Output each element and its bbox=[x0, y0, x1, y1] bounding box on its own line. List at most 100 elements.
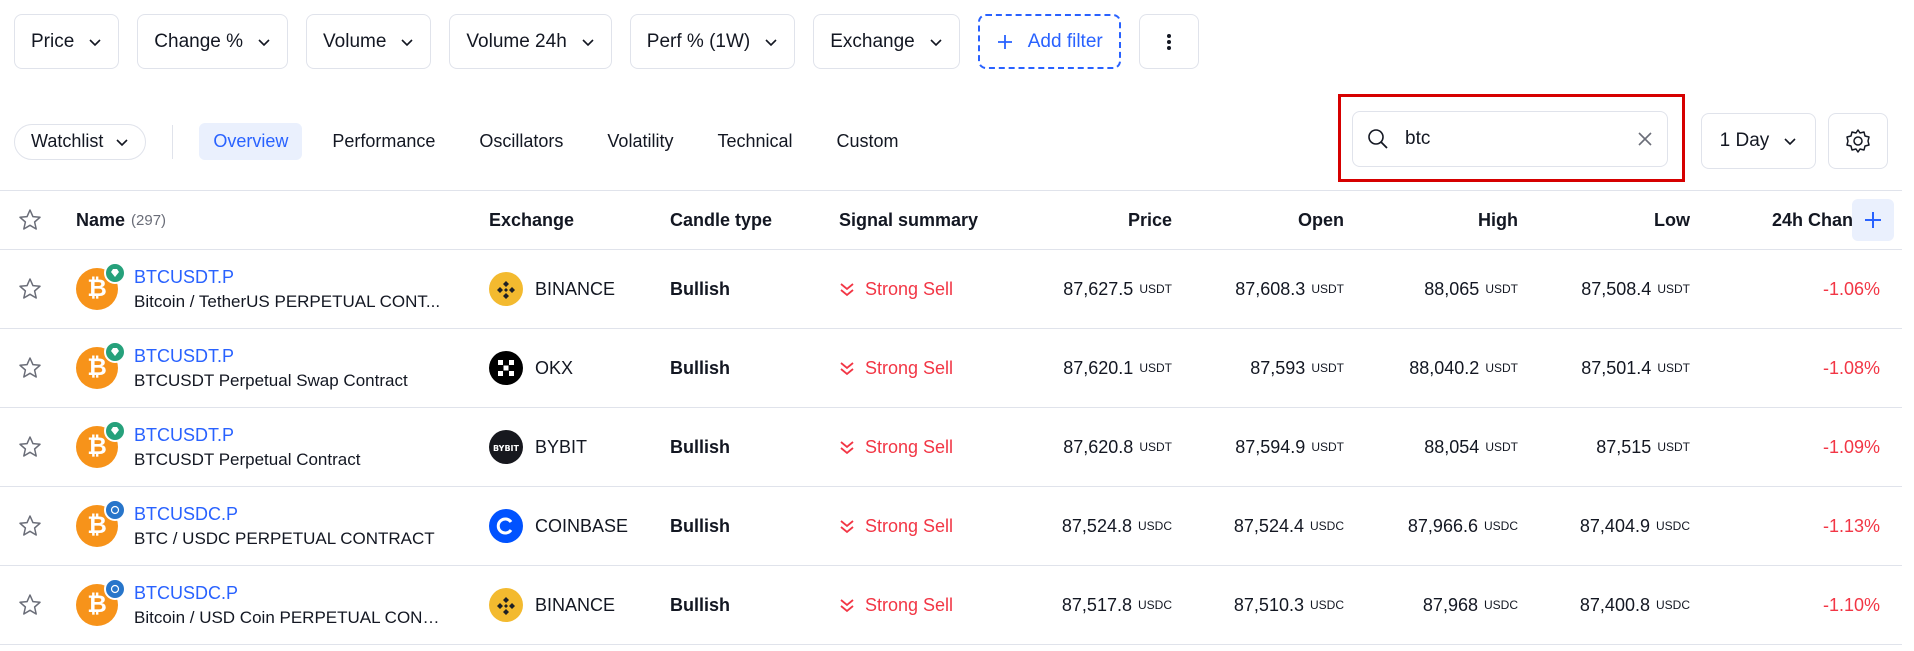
symbol-link[interactable]: BTCUSDT.P bbox=[134, 424, 235, 445]
open-cell: 87,608.3 USDT bbox=[1180, 250, 1344, 328]
high-value: 87,966.6 bbox=[1407, 515, 1478, 536]
exchange-name: OKX bbox=[535, 357, 574, 378]
price-cell: 87,627.5 USDT bbox=[1010, 250, 1172, 328]
filter-exchange[interactable]: Exchange bbox=[813, 14, 960, 69]
header-star[interactable] bbox=[18, 191, 44, 249]
add-column-button[interactable] bbox=[1852, 199, 1894, 241]
favorite-star[interactable] bbox=[18, 487, 44, 565]
col-signal-summary[interactable]: Signal summary bbox=[839, 209, 979, 230]
tab-performance[interactable]: Performance bbox=[332, 131, 436, 151]
candle-type: Bullish bbox=[670, 278, 731, 299]
exchange-cell: BINANCE bbox=[489, 250, 659, 328]
tab-volatility[interactable]: Volatility bbox=[607, 131, 674, 151]
price-value: 87,524.8 bbox=[1061, 515, 1132, 536]
double-chevron-down-icon bbox=[840, 362, 854, 376]
double-chevron-down-icon bbox=[840, 520, 854, 534]
favorite-star[interactable] bbox=[18, 329, 44, 407]
watchlist-label: Watchlist bbox=[31, 131, 104, 151]
table-row[interactable]: ₿ BTCUSDT.P BTCUSDT Perpetual Swap Contra… bbox=[0, 329, 1902, 408]
col-price[interactable]: Price bbox=[1127, 209, 1172, 230]
col-high[interactable]: High bbox=[1478, 209, 1518, 230]
low-value: 87,400.8 bbox=[1579, 594, 1650, 615]
symbol-description: BTCUSDT Perpetual Contract bbox=[134, 449, 361, 469]
add-filter-button[interactable]: Add filter bbox=[977, 14, 1121, 69]
filter-perf-1w[interactable]: Perf % (1W) bbox=[629, 14, 796, 69]
open-value: 87,608.3 bbox=[1235, 278, 1306, 299]
high-cell: 88,065 USDT bbox=[1350, 250, 1518, 328]
double-chevron-down-icon bbox=[840, 283, 854, 297]
table-row[interactable]: ₿ BTCUSDC.P BTC / USDC PERPETUAL CONTRACT… bbox=[0, 487, 1902, 566]
table-row[interactable]: ₿ BTCUSDT.P Bitcoin / TetherUS PERPETUAL … bbox=[0, 250, 1902, 329]
chevron-down-icon bbox=[765, 38, 777, 46]
settings-button[interactable] bbox=[1828, 113, 1888, 169]
tab-oscillators[interactable]: Oscillators bbox=[479, 131, 564, 151]
change-value: -1.10% bbox=[1822, 594, 1880, 615]
name-cell: ₿ BTCUSDT.P Bitcoin / TetherUS PERPETUAL … bbox=[76, 250, 456, 328]
unit-label: USDT bbox=[1311, 361, 1344, 375]
high-cell: 87,966.6 USDC bbox=[1350, 487, 1518, 565]
symbol-link[interactable]: BTCUSDC.P bbox=[134, 582, 239, 603]
star-icon bbox=[19, 209, 41, 230]
price-value: 87,620.1 bbox=[1063, 357, 1134, 378]
filter-volume[interactable]: Volume bbox=[306, 14, 432, 69]
tab-technical[interactable]: Technical bbox=[717, 131, 793, 151]
symbol-description: BTCUSDT Perpetual Swap Contract bbox=[134, 370, 408, 390]
low-value: 87,508.4 bbox=[1581, 278, 1652, 299]
exchange-name: BYBIT bbox=[535, 436, 588, 457]
col-candle-type[interactable]: Candle type bbox=[670, 209, 773, 230]
candle-type: Bullish bbox=[670, 357, 731, 378]
low-cell: 87,515 USDT bbox=[1524, 408, 1690, 486]
filter-volume-24h[interactable]: Volume 24h bbox=[449, 14, 612, 69]
plus-icon bbox=[997, 34, 1012, 49]
search-value[interactable]: btc bbox=[1405, 128, 1431, 149]
unit-label: USDT bbox=[1311, 440, 1344, 454]
tab-custom[interactable]: Custom bbox=[836, 131, 899, 151]
table-row[interactable]: ₿ BTCUSDC.P Bitcoin / USD Coin PERPETUAL … bbox=[0, 566, 1902, 645]
col-24h-change[interactable]: 24h Chan bbox=[1772, 209, 1852, 230]
col-exchange[interactable]: Exchange bbox=[489, 209, 575, 230]
filter-change[interactable]: Change % bbox=[137, 14, 289, 69]
col-low[interactable]: Low bbox=[1654, 209, 1690, 230]
price-cell: 87,620.1 USDT bbox=[1010, 329, 1172, 407]
chevron-down-icon bbox=[258, 38, 270, 46]
filter-label: Change % bbox=[154, 30, 244, 52]
bitcoin-icon: ₿ bbox=[76, 420, 126, 468]
search-highlight-box bbox=[1338, 94, 1685, 182]
high-cell: 88,054 USDT bbox=[1350, 408, 1518, 486]
col-name[interactable]: Name (297) bbox=[76, 191, 456, 249]
filter-price[interactable]: Price bbox=[14, 14, 120, 69]
unit-label: USDC bbox=[1483, 519, 1518, 533]
open-value: 87,510.3 bbox=[1233, 594, 1304, 615]
favorite-star[interactable] bbox=[18, 250, 44, 328]
name-cell: ₿ BTCUSDT.P BTCUSDT Perpetual Contract bbox=[76, 408, 456, 486]
low-cell: 87,508.4 USDT bbox=[1524, 250, 1690, 328]
table-row[interactable]: ₿ BTCUSDT.P BTCUSDT Perpetual Contract BY… bbox=[0, 408, 1902, 487]
chevron-down-icon bbox=[89, 38, 101, 46]
search-input[interactable]: btc bbox=[1352, 111, 1668, 167]
symbol-link[interactable]: BTCUSDT.P bbox=[134, 266, 235, 287]
symbol-link[interactable]: BTCUSDT.P bbox=[134, 345, 235, 366]
tab-overview[interactable]: Overview bbox=[199, 123, 303, 160]
favorite-star[interactable] bbox=[18, 408, 44, 486]
open-cell: 87,524.4 USDC bbox=[1180, 487, 1344, 565]
col-open[interactable]: Open bbox=[1297, 209, 1344, 230]
unit-label: USDC bbox=[1309, 598, 1344, 612]
usdt-badge-icon bbox=[104, 341, 126, 363]
more-options-button[interactable] bbox=[1138, 14, 1199, 69]
close-icon[interactable] bbox=[1637, 131, 1653, 147]
period-label: 1 Day bbox=[1719, 130, 1770, 151]
watchlist-dropdown[interactable]: Watchlist bbox=[14, 123, 147, 160]
symbol-link[interactable]: BTCUSDC.P bbox=[134, 503, 239, 524]
star-icon bbox=[19, 436, 41, 457]
signal-label: Strong Sell bbox=[865, 594, 954, 615]
star-icon bbox=[19, 278, 41, 299]
high-value: 88,040.2 bbox=[1409, 357, 1480, 378]
filter-label: Volume bbox=[323, 30, 387, 52]
usdc-badge-icon bbox=[104, 499, 126, 521]
favorite-star[interactable] bbox=[18, 566, 44, 644]
binance-logo-icon bbox=[489, 588, 523, 622]
exchange-name: COINBASE bbox=[535, 515, 629, 536]
unit-label: USDC bbox=[1655, 519, 1690, 533]
bitcoin-icon: ₿ bbox=[76, 499, 126, 547]
period-dropdown[interactable]: 1 Day bbox=[1701, 113, 1816, 169]
